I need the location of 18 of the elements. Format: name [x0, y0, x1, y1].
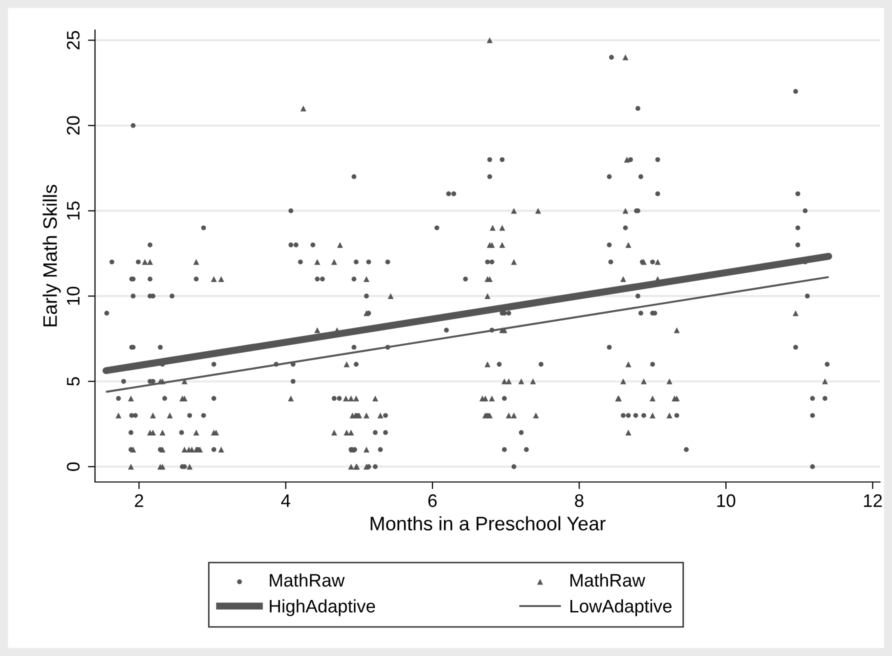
- y-tick-label: 10: [66, 286, 80, 305]
- x-tick-label: 6: [428, 494, 437, 508]
- x-tick-label: 2: [134, 494, 144, 507]
- legend-label: MathRaw: [270, 573, 345, 587]
- x-tick-label: 4: [281, 494, 290, 507]
- x-tick-label: 12: [864, 494, 882, 507]
- x-tick-label: 10: [717, 494, 736, 508]
- y-axis-title: Early Math Skills: [42, 184, 61, 326]
- x-axis-title: Months in a Preschool Year: [370, 516, 606, 530]
- y-tick-label: 0: [66, 462, 80, 471]
- y-tick-label: 15: [67, 202, 80, 220]
- y-tick-label: 20: [66, 116, 80, 135]
- legend-label: MathRaw: [570, 573, 646, 587]
- legend-label: LowAdaptive: [570, 599, 672, 616]
- legend-label: HighAdaptive: [270, 599, 375, 616]
- y-tick-label: 25: [66, 30, 80, 50]
- x-tick-label: 8: [574, 494, 584, 508]
- y-tick-label: 5: [67, 377, 80, 386]
